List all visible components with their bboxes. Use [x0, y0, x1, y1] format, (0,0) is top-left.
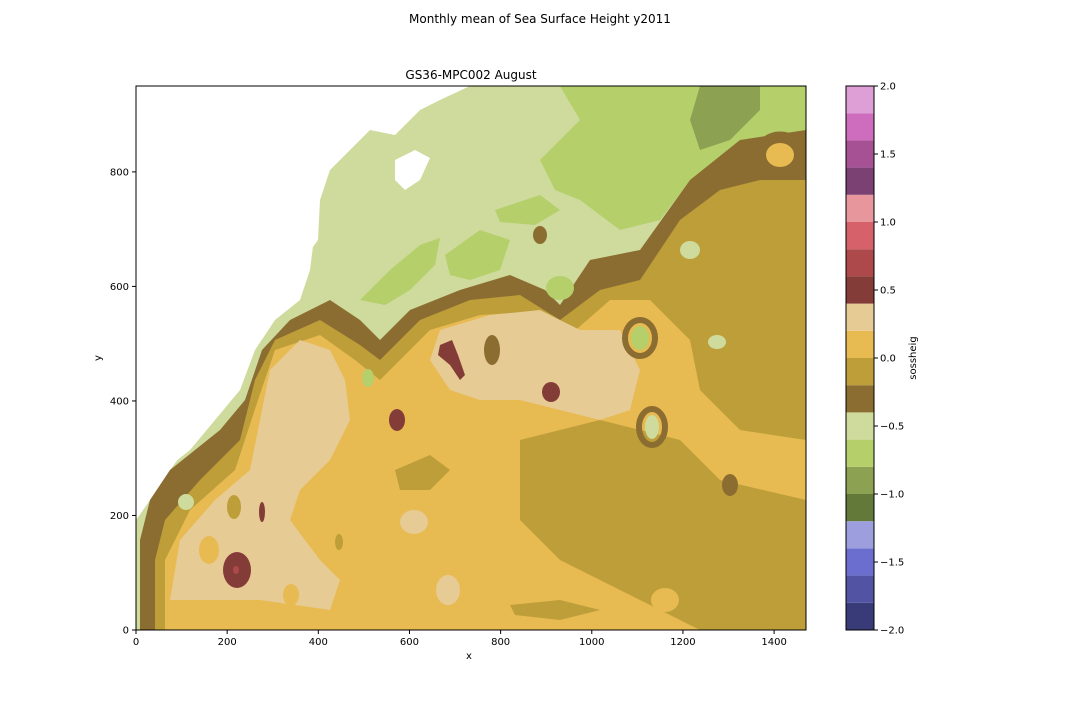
- x-tick-label: 1200: [670, 637, 695, 648]
- light-core-band-2: [430, 310, 640, 420]
- x-tick-label: 600: [400, 637, 419, 648]
- figure-suptitle: Monthly mean of Sea Surface Height y2011: [409, 12, 671, 26]
- red-eddy-5: [438, 340, 465, 380]
- yellow-eddy-2: [199, 536, 219, 564]
- colorbar-segment: [846, 194, 874, 222]
- colorbar-segment: [846, 249, 874, 277]
- cold-eddy-ring: [622, 317, 658, 359]
- contour-field: [136, 86, 806, 630]
- y-tick-label: 800: [110, 167, 129, 178]
- warm-eddy: [766, 143, 794, 167]
- colorbar-tick-label: 0.5: [880, 286, 896, 297]
- colorbar-segment: [846, 521, 874, 549]
- colorbar-segment: [846, 222, 874, 250]
- y-axis: 0 200 400 600 800: [110, 167, 136, 637]
- warm-eddy-ring: [754, 131, 806, 179]
- colorbar-segment: [846, 140, 874, 168]
- x-tick-label: 0: [133, 637, 139, 648]
- y-tick-label: 400: [110, 396, 129, 407]
- cold-eddy-5: [362, 369, 374, 387]
- island-region: [395, 150, 430, 190]
- red-eddy-3: [542, 382, 560, 402]
- colorbar-segment: [846, 330, 874, 358]
- brown-eddy-5: [227, 495, 241, 519]
- colorbar-segment: [846, 494, 874, 522]
- tan-eddy-2: [400, 510, 428, 534]
- colorbar-segment: [846, 113, 874, 141]
- colorbar-segment: [846, 575, 874, 603]
- colorbar-tick-label: 2.0: [880, 82, 896, 93]
- colorbar-segment: [846, 86, 874, 114]
- green-blob-2: [495, 195, 560, 225]
- green-blob-mid: [445, 230, 510, 280]
- cold-eddy-4: [708, 335, 726, 349]
- yellow-eddy-3: [651, 588, 679, 612]
- red-eddy-2: [389, 409, 405, 431]
- cold-eddy: [631, 326, 649, 350]
- colorbar-segment: [846, 167, 874, 195]
- yellow-eddy: [283, 584, 299, 606]
- cold-eddy-2: [645, 415, 659, 439]
- colorbar-tick-label: −1.5: [880, 558, 904, 569]
- south-brown-patch: [520, 420, 806, 630]
- x-tick-label: 400: [309, 637, 328, 648]
- land-region: [136, 86, 470, 520]
- y-tick-label: 600: [110, 282, 129, 293]
- colorbar-segment: [846, 385, 874, 413]
- colorbar-segment: [846, 276, 874, 304]
- brown-eddy-4: [335, 534, 343, 550]
- colorbar-segment: [846, 303, 874, 331]
- green-region-inner: [690, 86, 760, 150]
- colorbar-tick-label: −2.0: [880, 626, 904, 637]
- colorbar-tick-label: 1.0: [880, 218, 896, 229]
- south-brown-patch-2: [395, 455, 450, 490]
- colorbar-segment: [846, 358, 874, 386]
- tan-eddy: [436, 575, 460, 605]
- cold-eddy-2-ring: [636, 406, 668, 448]
- colorbar-tick-label: −1.0: [880, 490, 904, 501]
- green-eddy: [546, 276, 574, 300]
- x-tick-label: 800: [491, 637, 510, 648]
- x-tick-label: 1000: [579, 637, 604, 648]
- y-tick-label: 200: [110, 511, 129, 522]
- colorbar-tick-label: 0.0: [880, 354, 896, 365]
- x-tick-label: 1400: [761, 637, 786, 648]
- colorbar-segment: [846, 412, 874, 440]
- colorbar-tick-label: −0.5: [880, 422, 904, 433]
- plot-frame: [135, 85, 807, 631]
- colorbar-segment: [846, 466, 874, 494]
- x-axis-label: x: [466, 651, 472, 662]
- red-eddy-4: [259, 502, 265, 522]
- cold-eddy-6: [178, 494, 194, 510]
- brown-eddy: [533, 226, 547, 244]
- y-axis-label: y: [93, 355, 104, 361]
- colorbar-segment: [846, 548, 874, 576]
- x-axis: 0 200 400 600 800 1000 1200 1400: [133, 630, 787, 648]
- cold-eddy-3: [680, 241, 700, 259]
- brown-eddy-2: [722, 474, 738, 496]
- south-brown-patch-3: [510, 600, 600, 620]
- colorbar-segment: [846, 439, 874, 467]
- y-tick-label: 0: [123, 626, 129, 637]
- axes-title: GS36-MPC002 August: [405, 68, 537, 82]
- green-blob-left: [360, 238, 440, 305]
- colorbar-segment: [846, 602, 874, 630]
- colorbar-tick-label: 1.5: [880, 150, 896, 161]
- colorbar-label: sossheig: [908, 336, 919, 379]
- x-tick-label: 200: [218, 637, 237, 648]
- brown-eddy-3: [484, 335, 500, 365]
- red-eddy-core: [233, 566, 239, 574]
- colorbar: −2.0 −1.5 −1.0 −0.5 0.0 0.5 1.0 1.5 2.0: [845, 82, 904, 637]
